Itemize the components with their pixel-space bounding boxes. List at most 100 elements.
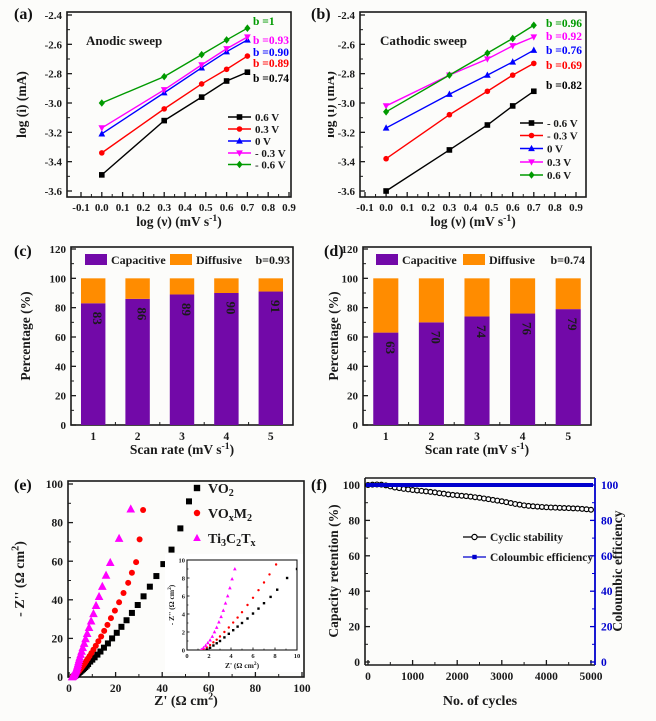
svg-text:0.8: 0.8 — [548, 202, 562, 214]
y-axis-label: - Z'' (Ω cm2) — [11, 541, 28, 617]
svg-text:4: 4 — [229, 653, 233, 660]
legend-label: - 0.3 V — [547, 131, 578, 143]
x-axis-label: Scan rate (mV s-1) — [130, 441, 234, 457]
svg-text:-2.4: -2.4 — [45, 10, 63, 22]
b-value-label: b =0.96 — [546, 18, 582, 30]
svg-text:0: 0 — [61, 420, 67, 432]
svg-text:40: 40 — [349, 586, 361, 598]
svg-text:120: 120 — [50, 244, 67, 256]
b-value-label: b =0.69 — [546, 60, 582, 72]
svg-text:-3.2: -3.2 — [45, 127, 63, 139]
svg-text:-3.2: -3.2 — [338, 127, 356, 139]
y-axis-label: log (i) (mA) — [14, 71, 29, 138]
right-tick-label: 100 — [601, 480, 619, 492]
svg-text:0.7: 0.7 — [241, 202, 255, 214]
svg-text:40: 40 — [55, 361, 67, 373]
svg-text:5: 5 — [268, 431, 274, 443]
svg-text:0.3: 0.3 — [443, 202, 457, 214]
legend-label: VO2 — [208, 482, 234, 499]
svg-text:0.0: 0.0 — [95, 202, 109, 214]
right-y-axis-label: Coloumbic efficiency — [610, 510, 625, 631]
svg-text:2: 2 — [429, 431, 435, 443]
svg-text:1: 1 — [90, 431, 96, 443]
bar-value-label: 63 — [383, 341, 398, 355]
legend-label: 0.6 V — [547, 170, 571, 182]
svg-text:0.2: 0.2 — [421, 202, 435, 214]
svg-text:0.7: 0.7 — [527, 202, 541, 214]
b-value-annotation: b=0.93 — [255, 253, 290, 267]
svg-text:0: 0 — [182, 647, 185, 654]
panel-a-legend: 0.6 V0.3 V0 V- 0.3 V- 0.6 V — [228, 112, 286, 172]
svg-text:2: 2 — [135, 431, 141, 443]
bar-value-label: 91 — [268, 300, 283, 313]
svg-text:4: 4 — [182, 611, 186, 618]
bar-value-label: 70 — [428, 331, 443, 344]
panel-f-chart: 0 1000 2000 3000 4000 50000204060801000204060… — [328, 477, 625, 709]
svg-text:40: 40 — [156, 683, 168, 695]
svg-text:0.1: 0.1 — [116, 202, 130, 214]
svg-text:-2.8: -2.8 — [338, 69, 356, 81]
panel-a-series — [98, 24, 251, 178]
b-value-label: b =0.92 — [546, 31, 582, 43]
b-value-label: b =0.82 — [546, 80, 582, 92]
panel-d-bars: 63 70 74 76 79 — [373, 278, 581, 425]
legend-label: 0.3 V — [255, 124, 279, 136]
legend-label: Coloumbic efficiency — [490, 552, 593, 564]
bar-value-label: 79 — [565, 318, 580, 332]
legend-label: Diffusive — [196, 253, 243, 267]
panel-title: Cathodic sweep — [380, 33, 467, 48]
panel-d-letter: (d) — [324, 243, 344, 260]
svg-text:0.9: 0.9 — [282, 202, 296, 214]
svg-text:4: 4 — [224, 431, 230, 443]
right-tick-label: 80 — [601, 515, 613, 527]
panel-c-bars: 83 86 89 90 91 — [80, 278, 284, 425]
panel-c-legend: Capacitive Diffusive b=0.93 — [85, 253, 290, 267]
b-value-label: b =0.93 — [253, 35, 289, 47]
panel-b-chart: -0.1 0.0 0.1 0.2 0.3 0.4 0.5 0.6 0.7 0.8 0.9 -3.6 -3… — [328, 10, 587, 229]
svg-text:0.4: 0.4 — [464, 202, 478, 214]
svg-text:40: 40 — [347, 361, 359, 373]
panel-b-plot: -0.1 0.0 0.1 0.2 0.3 0.4 0.5 0.6 0.7 0.8 0.9 -3.6 -3… — [328, 10, 587, 229]
svg-text:0.2: 0.2 — [137, 202, 151, 214]
svg-text:0.6: 0.6 — [220, 202, 234, 214]
bar-value-label: 76 — [520, 322, 535, 336]
legend-label: 0 V — [547, 144, 563, 156]
svg-text:0: 0 — [354, 657, 360, 669]
svg-text:-3.0: -3.0 — [338, 98, 356, 110]
svg-text:-3.6: -3.6 — [338, 186, 356, 198]
svg-text:20: 20 — [55, 391, 67, 403]
svg-text:80: 80 — [52, 518, 64, 530]
svg-text:4000: 4000 — [535, 671, 558, 683]
svg-text:3000: 3000 — [490, 671, 513, 683]
right-tick-label: 20 — [601, 622, 613, 634]
legend-label: 0.6 V — [255, 112, 279, 124]
panel-c-letter: (c) — [14, 243, 32, 260]
x-axis-label: No. of cycles — [443, 694, 518, 709]
bar-value-label: 86 — [135, 307, 150, 321]
svg-text:-0.1: -0.1 — [72, 202, 89, 214]
b-value-annotation: b=0.74 — [550, 253, 585, 267]
b-value-label: b =0.76 — [546, 45, 582, 57]
svg-text:6: 6 — [182, 593, 186, 600]
bar-value-label: 74 — [474, 325, 489, 339]
svg-text:40: 40 — [52, 595, 64, 607]
x-axis-label: Scan rate (mV s-1) — [425, 441, 529, 457]
svg-text:80: 80 — [55, 303, 67, 315]
svg-text:100: 100 — [343, 480, 361, 492]
svg-text:0: 0 — [365, 671, 371, 683]
bar-value-label: 89 — [179, 303, 194, 317]
legend-label: Capacitive — [402, 253, 457, 267]
svg-text:0: 0 — [185, 653, 188, 660]
panel-e-letter: (e) — [14, 477, 32, 494]
panel-e-series — [67, 498, 192, 681]
svg-text:3: 3 — [474, 431, 480, 443]
svg-text:0.5: 0.5 — [199, 202, 213, 214]
right-tick-label: 40 — [601, 586, 613, 598]
inset-x-axis-label: Z' (Ω cm2) — [225, 661, 260, 670]
b-value-label: b =0.74 — [253, 73, 289, 85]
panel-a-letter: (a) — [14, 6, 33, 23]
legend-label: Cyclic stability — [490, 532, 563, 544]
svg-text:2: 2 — [207, 653, 210, 660]
